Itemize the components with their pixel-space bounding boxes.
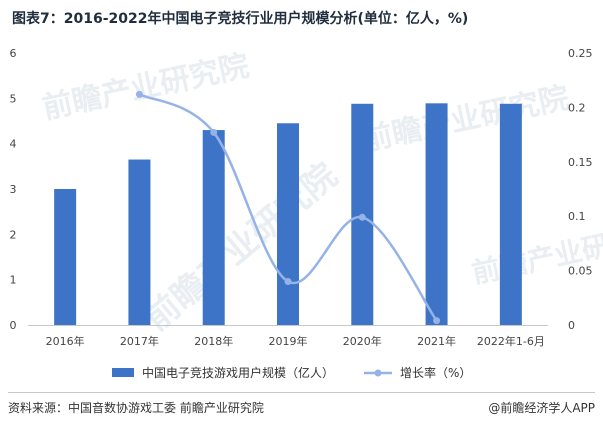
bar: [128, 159, 151, 325]
y-right-tick-label: 0.15: [568, 156, 593, 169]
growth-point: [358, 213, 366, 221]
y-left-tick-label: 3: [10, 183, 17, 196]
x-tick-label: 2017年: [120, 334, 159, 348]
legend-item-bar: 中国电子竞技游戏用户规模（亿人）: [112, 364, 334, 381]
bar: [277, 123, 299, 326]
x-tick-label: 2020年: [343, 334, 382, 348]
y-left-tick-label: 0: [10, 319, 17, 332]
y-left-tick-label: 6: [10, 47, 17, 60]
x-tick-label: 2019年: [269, 334, 308, 348]
bar: [54, 189, 77, 325]
bar: [425, 103, 448, 325]
bar: [202, 130, 225, 325]
chart-canvas: 0 1 2 3 4 5 6 0 0.05 0.1 0.15 0.2 0.25 2016年 2017年 2018…: [10, 47, 593, 348]
legend-line-label: 增长率（%）: [400, 366, 472, 380]
footer-divider: [8, 392, 595, 393]
legend: 中国电子竞技游戏用户规模（亿人） 增长率（%）: [112, 364, 501, 381]
x-tick-label: 2022年1-6月: [477, 334, 545, 348]
y-left-tick-label: 1: [10, 274, 17, 287]
x-tick-label: 2018年: [194, 334, 233, 348]
x-tick-label: 2016年: [46, 334, 85, 348]
y-right-tick-label: 0: [568, 319, 575, 332]
brand-label: @前瞻经济学人APP: [488, 401, 595, 415]
x-tick-label: 2021年: [417, 334, 456, 348]
growth-point: [210, 128, 218, 136]
source-note: 资料来源：中国音数协游戏工委 前瞻产业研究院: [8, 401, 264, 415]
y-right-tick-label: 0.1: [568, 210, 586, 223]
y-right-tick-label: 0.25: [568, 47, 593, 60]
y-left-tick-label: 5: [10, 92, 17, 105]
growth-point: [433, 317, 441, 325]
legend-bar-label: 中国电子竞技游戏用户规模（亿人）: [142, 366, 335, 380]
chart-title: 图表7：2016-2022年中国电子竞技行业用户规模分析(单位：亿人，%): [12, 11, 469, 27]
legend-line-swatch: [364, 369, 393, 376]
y-right-tick-label: 0.05: [568, 265, 593, 278]
y-left-tick-label: 4: [10, 138, 17, 151]
legend-bar-swatch: [112, 368, 134, 377]
y-left-tick-label: 2: [10, 228, 17, 241]
growth-point: [284, 277, 292, 285]
legend-item-line: 增长率（%）: [364, 364, 471, 381]
bar: [499, 103, 522, 325]
growth-point: [135, 90, 143, 98]
y-right-tick-label: 0.2: [568, 101, 586, 114]
